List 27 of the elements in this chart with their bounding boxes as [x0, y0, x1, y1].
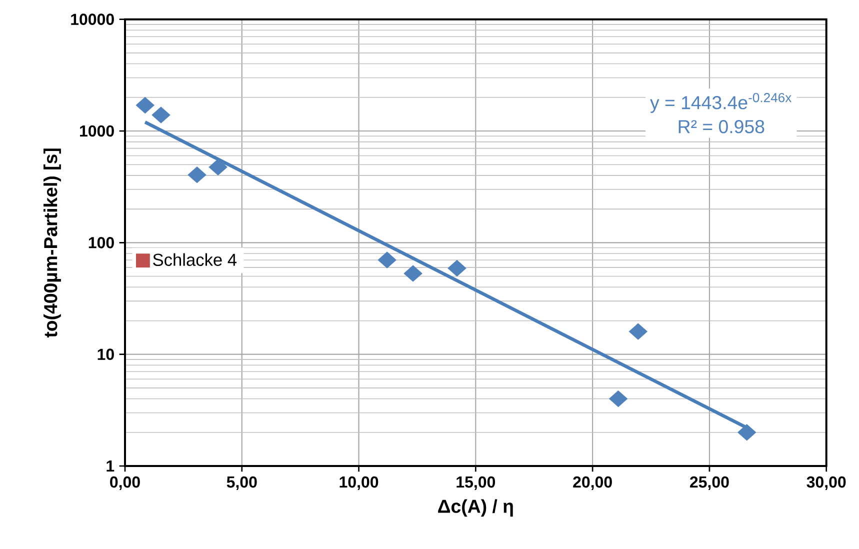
x-tick-label: 25,00: [690, 476, 729, 490]
annotation: y = 1443.4e$^{-0.246x}$: [650, 93, 792, 113]
y-tick-label: 1: [106, 460, 114, 472]
point: [208, 158, 228, 176]
point: [448, 260, 466, 277]
y-tick-label: 10: [98, 348, 114, 360]
point: [188, 166, 206, 184]
y-axis-title: to(400µm-Partikel) [s]: [44, 148, 61, 338]
x-tick-label: 10,00: [340, 476, 378, 490]
annotation: R² = 0.958: [678, 120, 764, 134]
point: [152, 106, 170, 124]
y-tick-label: 10000: [71, 14, 114, 25]
point: [628, 323, 648, 340]
y-tick-label: 100: [88, 237, 114, 248]
x-tick-label: 5,00: [226, 476, 257, 490]
x-tick-label: 30,00: [806, 476, 846, 490]
x-tick-label: 20,00: [573, 476, 612, 490]
legend-label: Schlacke 4: [153, 253, 237, 266]
point: [378, 252, 396, 268]
point: [738, 424, 756, 441]
point: [404, 265, 422, 282]
x-tick-label: 15,00: [456, 476, 496, 490]
x-axis-title: Δc(A) / η: [438, 499, 513, 517]
y-tick-label: 1000: [80, 125, 114, 137]
x-tick-label: 0,00: [110, 476, 140, 490]
point: [609, 390, 628, 408]
point: [136, 96, 154, 114]
